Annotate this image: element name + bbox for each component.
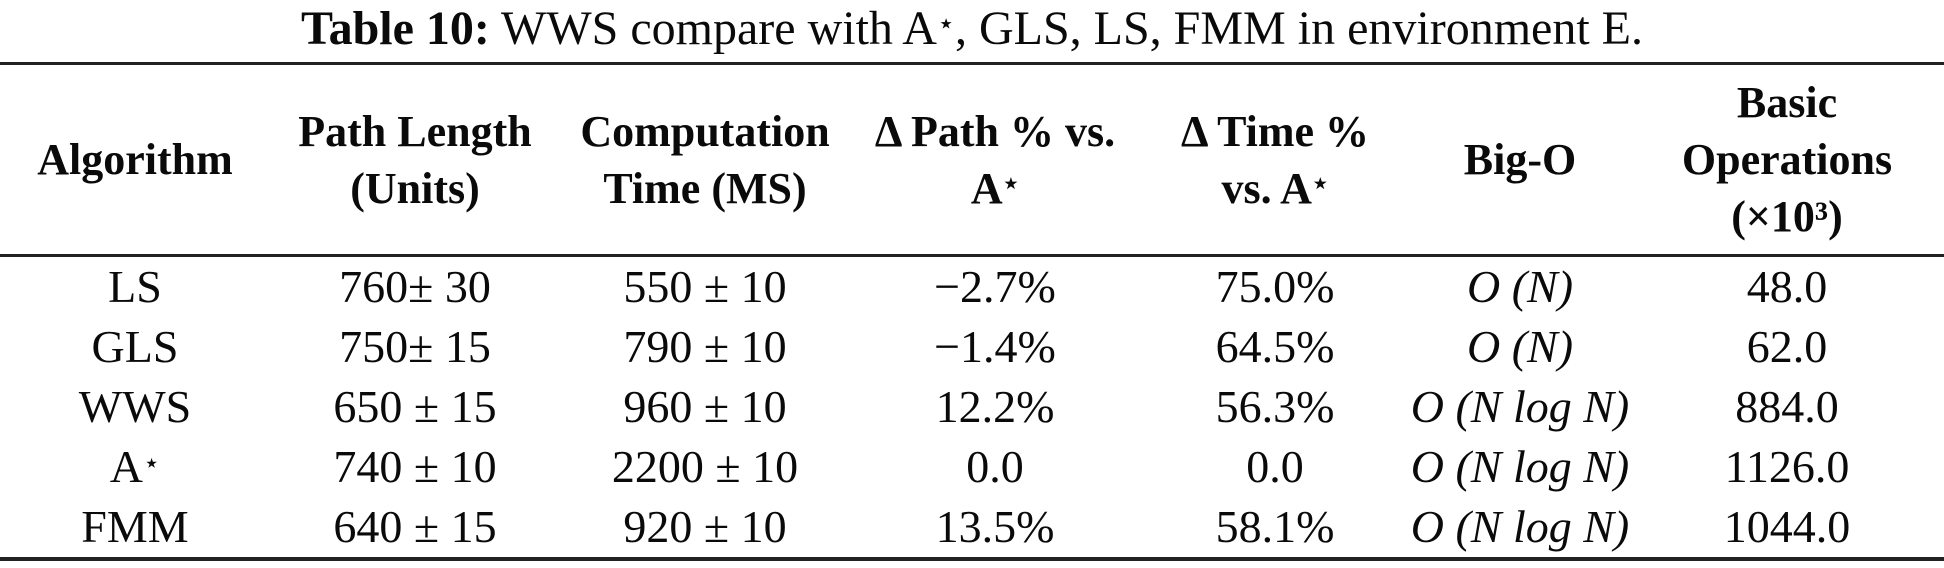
table-row-fmm: FMM 640 ± 15 920 ± 10 13.5% 58.1% O (N l… bbox=[0, 497, 1944, 559]
cell-delta-path: 0.0 bbox=[966, 441, 1024, 492]
header-line: (Units) bbox=[350, 163, 480, 213]
cell-basic-operations: 884.0 bbox=[1735, 381, 1839, 432]
cell-algorithm: GLS bbox=[91, 321, 179, 372]
table-caption-text: WWS compare with A bbox=[489, 2, 937, 55]
star-superscript-icon: ⋆ bbox=[142, 446, 161, 478]
header-line-text: A bbox=[970, 163, 1003, 213]
header-row: Algorithm Path Length (Units) Computatio… bbox=[0, 64, 1944, 256]
header-line: Basic bbox=[1736, 78, 1838, 127]
header-line-text: vs. A bbox=[1221, 163, 1312, 213]
cell-algorithm: FMM bbox=[81, 501, 189, 552]
table-caption: Table 10: WWS compare with A⋆, GLS, LS, … bbox=[0, 0, 1944, 62]
table-row-a-star: A⋆ 740 ± 10 2200 ± 10 0.0 0.0 O (N log N… bbox=[0, 437, 1944, 497]
table-row-wws: WWS 650 ± 15 960 ± 10 12.2% 56.3% O (N l… bbox=[0, 377, 1944, 437]
column-header-delta-path: Δ Path % vs. A⋆ bbox=[850, 64, 1140, 256]
cell-path-length: 640 ± 15 bbox=[333, 501, 497, 552]
cell-delta-path: −1.4% bbox=[934, 321, 1056, 372]
cell-basic-operations: 1044.0 bbox=[1723, 501, 1851, 552]
cell-computation-time: 550 ± 10 bbox=[623, 261, 787, 312]
star-superscript-icon: ⋆ bbox=[1002, 168, 1020, 199]
algorithm-label: A bbox=[109, 441, 143, 492]
cell-delta-path: 12.2% bbox=[935, 381, 1055, 432]
header-line: (×10³) bbox=[1731, 192, 1843, 241]
column-header-basic-operations: Basic Operations (×10³) bbox=[1630, 64, 1944, 256]
cell-path-length: 740 ± 10 bbox=[333, 441, 497, 492]
cell-computation-time: 920 ± 10 bbox=[623, 501, 787, 552]
column-header-path-length: Path Length (Units) bbox=[270, 64, 560, 256]
header-line: Operations bbox=[1681, 135, 1893, 184]
header-line: Δ Path % vs. bbox=[874, 106, 1116, 156]
column-header-big-o: Big-O bbox=[1410, 64, 1630, 256]
header-line: vs. A⋆ bbox=[1140, 160, 1410, 217]
cell-big-o: O (N log N) bbox=[1410, 441, 1630, 492]
header-line: Δ Time % bbox=[1180, 106, 1370, 156]
column-header-algorithm: Algorithm bbox=[0, 64, 270, 256]
cell-computation-time: 2200 ± 10 bbox=[611, 441, 799, 492]
cell-basic-operations: 1126.0 bbox=[1724, 441, 1850, 492]
table-row-ls: LS 760± 30 550 ± 10 −2.7% 75.0% O (N) 48… bbox=[0, 256, 1944, 318]
cell-basic-operations: 62.0 bbox=[1746, 321, 1828, 372]
cell-basic-operations: 48.0 bbox=[1746, 261, 1828, 312]
cell-delta-time: 64.5% bbox=[1215, 321, 1335, 372]
cell-delta-time: 0.0 bbox=[1246, 441, 1304, 492]
cell-path-length: 750± 15 bbox=[339, 321, 491, 372]
table-caption-label: Table 10: bbox=[300, 2, 490, 55]
cell-computation-time: 790 ± 10 bbox=[623, 321, 787, 372]
cell-algorithm: WWS bbox=[78, 381, 192, 432]
star-superscript-icon: ⋆ bbox=[936, 8, 955, 41]
header-line: Big-O bbox=[1463, 135, 1577, 184]
header-line: Path Length bbox=[298, 106, 532, 156]
header-line: Time (MS) bbox=[603, 163, 807, 213]
cell-delta-path: −2.7% bbox=[934, 261, 1056, 312]
results-table: Algorithm Path Length (Units) Computatio… bbox=[0, 62, 1944, 561]
cell-delta-time: 58.1% bbox=[1215, 501, 1335, 552]
cell-big-o: O (N) bbox=[1466, 321, 1574, 372]
cell-delta-time: 56.3% bbox=[1215, 381, 1335, 432]
header-line: Computation bbox=[580, 106, 830, 156]
cell-algorithm: A⋆ bbox=[0, 437, 270, 497]
column-header-delta-time: Δ Time % vs. A⋆ bbox=[1140, 64, 1410, 256]
table-row-gls: GLS 750± 15 790 ± 10 −1.4% 64.5% O (N) 6… bbox=[0, 317, 1944, 377]
star-superscript-icon: ⋆ bbox=[1311, 168, 1329, 199]
cell-big-o: O (N) bbox=[1466, 261, 1574, 312]
cell-computation-time: 960 ± 10 bbox=[623, 381, 787, 432]
cell-path-length: 650 ± 15 bbox=[333, 381, 497, 432]
cell-delta-path: 13.5% bbox=[935, 501, 1055, 552]
table-caption-text-cont: , GLS, LS, FMM in environment E. bbox=[954, 2, 1643, 55]
cell-big-o: O (N log N) bbox=[1410, 381, 1630, 432]
cell-delta-time: 75.0% bbox=[1215, 261, 1335, 312]
cell-path-length: 760± 30 bbox=[339, 261, 491, 312]
header-line: Algorithm bbox=[37, 135, 233, 184]
cell-big-o: O (N log N) bbox=[1410, 501, 1630, 552]
column-header-computation-time: Computation Time (MS) bbox=[560, 64, 850, 256]
header-line: A⋆ bbox=[850, 160, 1140, 217]
cell-algorithm: LS bbox=[108, 261, 162, 312]
